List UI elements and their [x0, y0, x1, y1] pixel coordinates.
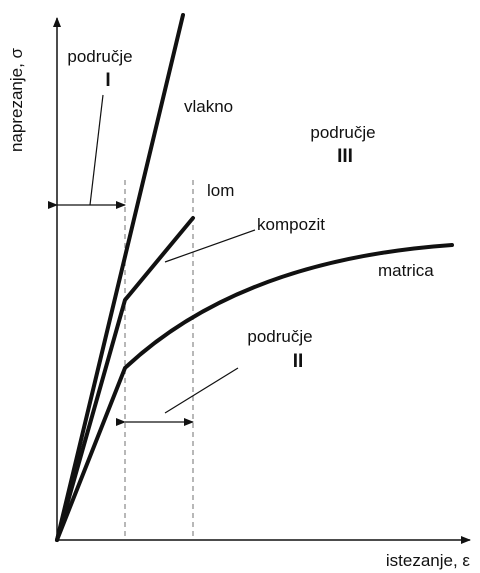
- leader-line: [164, 367, 239, 414]
- y-axis-label: naprezanje, σ: [7, 47, 26, 152]
- leader-line: [89, 94, 104, 206]
- matrix-curve: [55, 243, 454, 542]
- x-axis-label: istezanje, ε: [386, 551, 471, 570]
- region-number: II: [293, 351, 304, 372]
- curves: [55, 13, 454, 542]
- fiber-curve: [55, 13, 185, 542]
- dashed-lines: [124, 180, 194, 540]
- matrix-label: matrica: [378, 261, 434, 280]
- region-title: područje: [67, 47, 132, 66]
- region-title: područje: [310, 123, 375, 142]
- leader-line: [164, 229, 256, 263]
- region-title: područje: [247, 327, 312, 346]
- region-number: I: [105, 70, 110, 91]
- region-number: III: [337, 146, 353, 167]
- leaders: [48, 94, 256, 426]
- failure-label: lom: [207, 181, 234, 200]
- composite-curve: [55, 216, 195, 542]
- axes: [53, 17, 471, 544]
- composite-label: kompozit: [257, 215, 325, 234]
- fiber-label: vlakno: [184, 97, 233, 116]
